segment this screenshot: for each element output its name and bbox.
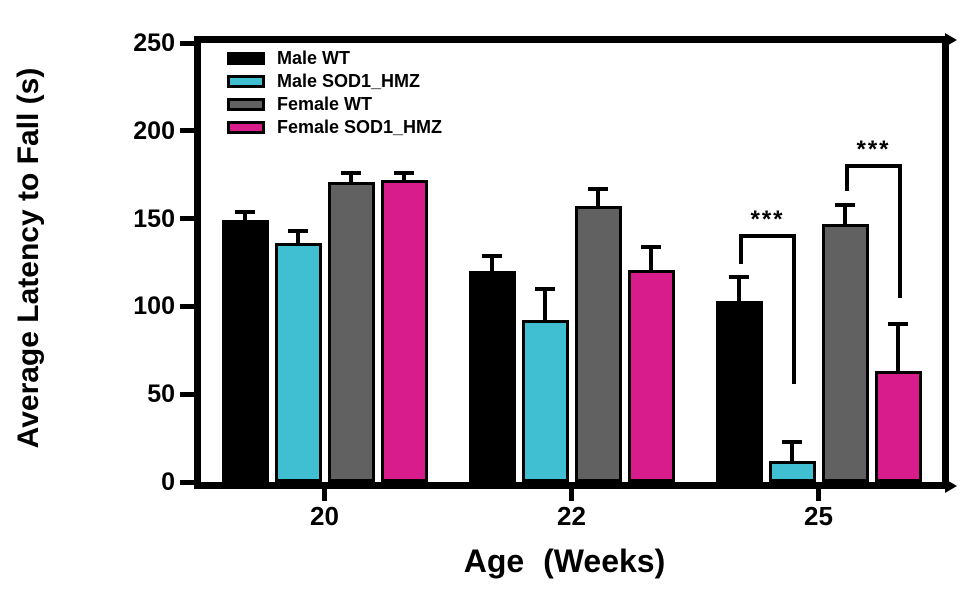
y-tick-label-200: 200: [133, 116, 175, 145]
errorbar-cap-female-sod1-hmz-25: [888, 322, 908, 327]
errorbar-cap-male-wt-25: [729, 274, 749, 279]
legend-swatch-female-sod1-hmz-icon: [227, 120, 265, 134]
errorbar-cap-male-sod1-hmz-20: [288, 229, 308, 234]
y-tick-200: [180, 128, 194, 134]
errorbar-stem-male-sod1-hmz-22: [543, 287, 547, 321]
y-tick-label-0: 0: [161, 468, 175, 496]
bar-female-wt-22: [574, 206, 622, 482]
legend-item-male-wt: Male WT: [227, 48, 442, 68]
x-tick-label-25: 25: [804, 501, 833, 531]
errorbar-cap-male-wt-20: [235, 209, 255, 214]
bar-male-wt-20: [221, 220, 269, 482]
errorbar-stem-male-wt-20: [243, 209, 247, 221]
bar-male-wt-25: [715, 301, 763, 482]
sig-bracket-1-right-leg: [792, 237, 796, 384]
sig-stars-2: ***: [856, 135, 891, 163]
y-tick-label-100: 100: [133, 292, 175, 321]
errorbar-stem-male-wt-25: [737, 274, 741, 302]
sig-bracket-1-left-leg: [739, 237, 743, 265]
y-tick-0: [180, 479, 194, 485]
legend-label-male-sod1-hmz: Male SOD1_HMZ: [277, 70, 421, 91]
bar-male-wt-22: [468, 271, 516, 482]
bar-female-sod1-hmz-22: [627, 269, 675, 482]
legend-swatch-male-sod1-hmz-icon: [227, 74, 265, 88]
plot-area: Male WT Male SOD1_HMZ Female WT Female SOD1…: [194, 36, 949, 489]
legend-item-male-sod1-hmz: Male SOD1_HMZ: [227, 71, 442, 91]
errorbar-stem-female-sod1-hmz-25: [896, 322, 900, 372]
errorbar-cap-female-wt-25: [835, 202, 855, 207]
bar-male-sod1-hmz-22: [521, 320, 569, 482]
errorbar-stem-female-wt-20: [349, 171, 353, 182]
x-axis-arrow-icon: [945, 479, 957, 493]
sig-bracket-2: [845, 163, 902, 168]
errorbar-cap-female-sod1-hmz-22: [641, 244, 661, 249]
errorbar-stem-male-sod1-hmz-25: [790, 439, 794, 461]
errorbar-cap-female-wt-22: [588, 187, 608, 191]
errorbar-stem-female-wt-22: [596, 187, 600, 207]
errorbar-cap-male-sod1-hmz-25: [782, 439, 802, 444]
legend-label-female-wt: Female WT: [277, 93, 373, 114]
errorbar-stem-female-sod1-hmz-20: [402, 171, 406, 180]
y-tick-150: [180, 216, 194, 222]
errorbar-stem-male-wt-22: [490, 253, 494, 272]
bar-female-wt-20: [327, 181, 375, 482]
legend-item-female-sod1-hmz: Female SOD1_HMZ: [227, 117, 442, 137]
errorbar-stem-male-sod1-hmz-20: [296, 229, 300, 244]
y-tick-label-50: 50: [147, 380, 175, 409]
bar-female-wt-25: [821, 223, 869, 482]
legend-label-female-sod1-hmz: Female SOD1_HMZ: [277, 116, 443, 137]
sig-bracket-2-right-leg: [898, 167, 902, 298]
bar-male-sod1-hmz-20: [274, 243, 322, 482]
legend: Male WT Male SOD1_HMZ Female WT Female SOD1…: [227, 48, 442, 140]
legend-label-male-wt: Male WT: [277, 47, 351, 68]
errorbar-cap-female-wt-20: [341, 171, 361, 176]
bar-female-sod1-hmz-25: [874, 371, 922, 482]
x-axis-title: Age (Weeks): [463, 543, 666, 579]
x-tick-label-20: 20: [310, 501, 339, 531]
x-tick-label-22: 22: [557, 501, 586, 531]
sig-bracket-2-left-leg: [845, 167, 849, 191]
y-tick-50: [180, 391, 194, 397]
legend-swatch-female-wt-icon: [227, 97, 265, 111]
x-tick-20: [322, 489, 327, 501]
bar-male-sod1-hmz-25: [768, 460, 816, 482]
sig-bracket-1: [739, 233, 796, 238]
errorbar-stem-female-sod1-hmz-22: [649, 244, 653, 270]
sig-stars-1: ***: [750, 205, 785, 233]
legend-item-female-wt: Female WT: [227, 94, 442, 114]
x-tick-22: [569, 489, 574, 501]
errorbar-cap-male-wt-22: [482, 253, 502, 258]
errorbar-stem-female-wt-25: [843, 202, 847, 224]
y-axis-title: Average Latency to Fall (s): [12, 67, 45, 449]
y-tick-label-250: 250: [133, 29, 175, 57]
x-tick-25: [816, 489, 821, 501]
legend-swatch-male-wt-icon: [227, 51, 265, 65]
errorbar-cap-female-sod1-hmz-20: [394, 171, 414, 176]
y-tick-250: [180, 40, 194, 46]
top-axis-arrow-icon: [945, 33, 957, 47]
y-tick-label-150: 150: [133, 204, 175, 233]
y-tick-100: [180, 303, 194, 309]
errorbar-cap-male-sod1-hmz-22: [535, 287, 555, 292]
bar-female-sod1-hmz-20: [380, 179, 428, 482]
